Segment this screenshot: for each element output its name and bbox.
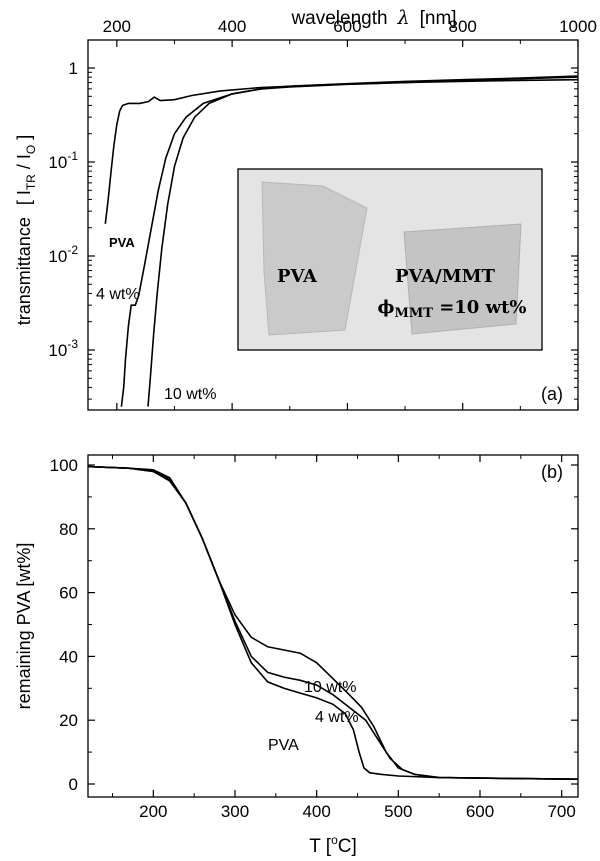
panel-a-y-ticks: 1 10-1 10-2 10-3 xyxy=(48,59,578,400)
panel-a-y-tick-label: 10-1 xyxy=(48,149,78,172)
inset-pva-film xyxy=(261,181,368,336)
panel-a-label-4wt: 4 wt% xyxy=(96,286,140,303)
panel-b-y-tick-label: 20 xyxy=(59,711,78,730)
panel-a-frame xyxy=(87,39,579,411)
panel-b-label-4wt: 4 wt% xyxy=(315,709,359,726)
panel-b-panel-label: (b) xyxy=(541,462,563,482)
panel-b-x-tick-label: 300 xyxy=(221,802,249,821)
panel-a-x-tick-label: 200 xyxy=(103,17,131,36)
panel-b-y-tick-label: 60 xyxy=(59,584,78,603)
panel-b-x-tick-label: 200 xyxy=(139,802,167,821)
panel-a-label-pva: PVA xyxy=(109,235,135,250)
panel-b-y-axis-title: remaining PVA [wt%] xyxy=(14,543,34,710)
panel-a-x-tick-label: 400 xyxy=(218,17,246,36)
inset-phi-label: ϕMMT =10 wt% xyxy=(378,297,527,321)
panel-a-x-tick-label: 600 xyxy=(333,17,361,36)
panel-b-x-tick-label: 500 xyxy=(384,802,412,821)
panel-b: remaining PVA [wt%] T [oC] 200 300 400 500 6… xyxy=(14,454,579,857)
panel-b-x-ticks: 200 300 400 500 600 700 xyxy=(112,455,576,821)
panel-b-y-tick-label: 0 xyxy=(69,775,78,794)
panel-b-series-4-wt xyxy=(87,465,579,780)
inset-photo: PVA PVA/MMT ϕMMT =10 wt% xyxy=(237,168,543,351)
inset-pva-mmt-label: PVA/MMT xyxy=(395,266,495,287)
inset-pva-mmt-film xyxy=(403,223,522,335)
panel-b-label-10wt: 10 wt% xyxy=(304,679,356,696)
panel-b-label-pva: PVA xyxy=(268,737,299,754)
inset-pva-label: PVA xyxy=(277,266,318,287)
panel-b-y-tick-label: 100 xyxy=(50,456,78,475)
panel-b-x-axis-title: T [oC] xyxy=(309,833,357,857)
panel-a-x-tick-label: 800 xyxy=(449,17,477,36)
panel-b-y-tick-label: 40 xyxy=(59,647,78,666)
panel-b-frame xyxy=(87,454,579,798)
panel-a-series-10-wt xyxy=(147,75,579,407)
panel-a: wavelength λ [nm] transmittance[ ITR / IO … xyxy=(14,7,597,411)
panel-a-y-tick-label: 10-3 xyxy=(48,337,78,360)
panel-b-series-pva xyxy=(87,465,579,780)
panel-a-x-ticks: 200 400 600 800 1000 xyxy=(103,17,597,410)
panel-b-series-10-wt xyxy=(87,465,579,780)
panel-a-series xyxy=(104,75,579,407)
panel-b-x-tick-label: 600 xyxy=(466,802,494,821)
panel-a-label-10wt: 10 wt% xyxy=(164,386,216,403)
panel-a-y-axis-title: transmittance[ ITR / IO ] xyxy=(14,135,38,325)
panel-b-x-tick-label: 400 xyxy=(302,802,330,821)
panel-b-y-ticks: 0 20 40 60 80 100 xyxy=(50,456,578,794)
panel-a-panel-label: (a) xyxy=(541,384,563,404)
panel-a-x-tick-label: 1000 xyxy=(559,17,597,36)
panel-a-series-4-wt xyxy=(120,76,579,407)
panel-b-x-tick-label: 700 xyxy=(547,802,575,821)
panel-b-series xyxy=(87,465,579,780)
panel-a-y-tick-label: 10-2 xyxy=(48,243,78,266)
panel-a-y-tick-label: 1 xyxy=(69,59,78,78)
panel-b-y-tick-label: 80 xyxy=(59,520,78,539)
panel-a-top-axis-title: wavelength λ [nm] xyxy=(290,7,456,29)
